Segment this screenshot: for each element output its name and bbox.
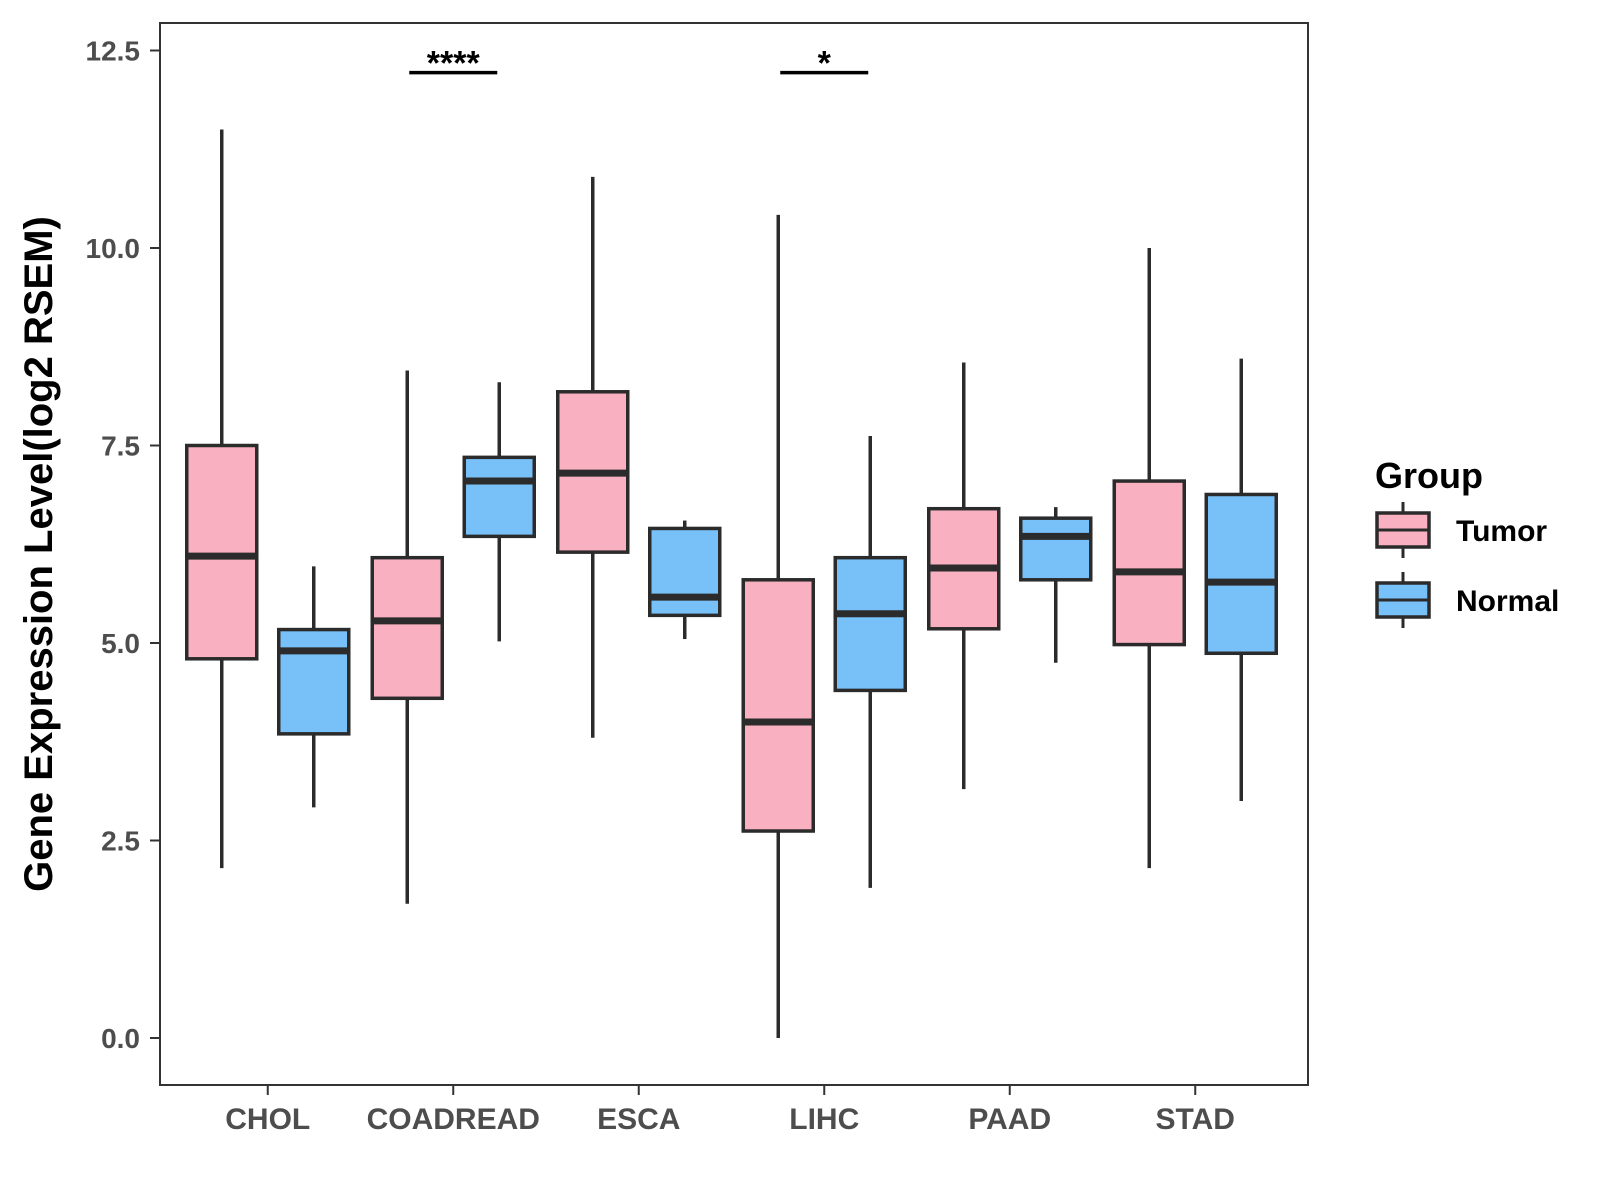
x-tick-label: CHOL bbox=[225, 1103, 310, 1136]
box-normal-coadread bbox=[462, 382, 536, 642]
legend: Group Tumor Normal bbox=[1375, 455, 1559, 628]
y-tick-label: 5.0 bbox=[101, 628, 140, 659]
y-tick-label: 12.5 bbox=[86, 36, 141, 67]
box-tumor-stad bbox=[1112, 248, 1186, 869]
box-normal-stad bbox=[1204, 358, 1278, 801]
x-tick-label: LIHC bbox=[789, 1103, 859, 1136]
box-layer bbox=[185, 129, 1278, 1038]
box-body bbox=[741, 578, 815, 833]
x-tick-label: STAD bbox=[1156, 1103, 1235, 1136]
box-body bbox=[277, 627, 351, 736]
x-tick-label: COADREAD bbox=[367, 1103, 540, 1136]
x-tick-label: ESCA bbox=[597, 1103, 680, 1136]
box-normal-paad bbox=[1019, 507, 1093, 663]
box-tumor-lihc bbox=[741, 214, 815, 1038]
box-body bbox=[648, 526, 722, 618]
significance-label: **** bbox=[427, 45, 481, 83]
y-axis-title: Gene Expression Level(log2 RSEM) bbox=[17, 216, 61, 892]
significance-layer: **** * bbox=[409, 45, 869, 83]
x-axis: CHOL COADREAD ESCA LIHC PAAD STAD bbox=[225, 1085, 1235, 1136]
box-body bbox=[1112, 479, 1186, 647]
plot-panel-border bbox=[159, 22, 1309, 1086]
box-body bbox=[1204, 492, 1278, 656]
legend-title: Group bbox=[1375, 455, 1483, 496]
legend-item-tumor: Tumor bbox=[1375, 502, 1547, 558]
box-body bbox=[462, 455, 536, 539]
box-tumor-esca bbox=[556, 176, 630, 738]
box-normal-lihc bbox=[833, 436, 907, 888]
box-normal-chol bbox=[277, 566, 351, 808]
box-body bbox=[1019, 516, 1093, 582]
y-tick-label: 10.0 bbox=[86, 233, 141, 264]
legend-label: Tumor bbox=[1456, 515, 1547, 548]
y-tick-label: 7.5 bbox=[101, 431, 140, 462]
legend-item-normal: Normal bbox=[1375, 572, 1559, 628]
box-tumor-coadread bbox=[370, 370, 444, 904]
y-tick-label: 0.0 bbox=[101, 1023, 140, 1054]
x-tick-label: PAAD bbox=[968, 1103, 1051, 1136]
box-body bbox=[185, 443, 259, 661]
box-body bbox=[833, 555, 907, 693]
box-tumor-paad bbox=[927, 362, 1001, 790]
y-tick-label: 2.5 bbox=[101, 826, 140, 857]
y-axis: 0.0 2.5 5.0 7.5 10.0 12.5 bbox=[86, 36, 160, 1054]
legend-label: Normal bbox=[1456, 585, 1559, 618]
significance-label: * bbox=[818, 45, 832, 83]
box-body bbox=[370, 555, 444, 701]
box-normal-esca bbox=[648, 520, 722, 640]
box-tumor-chol bbox=[185, 129, 259, 869]
